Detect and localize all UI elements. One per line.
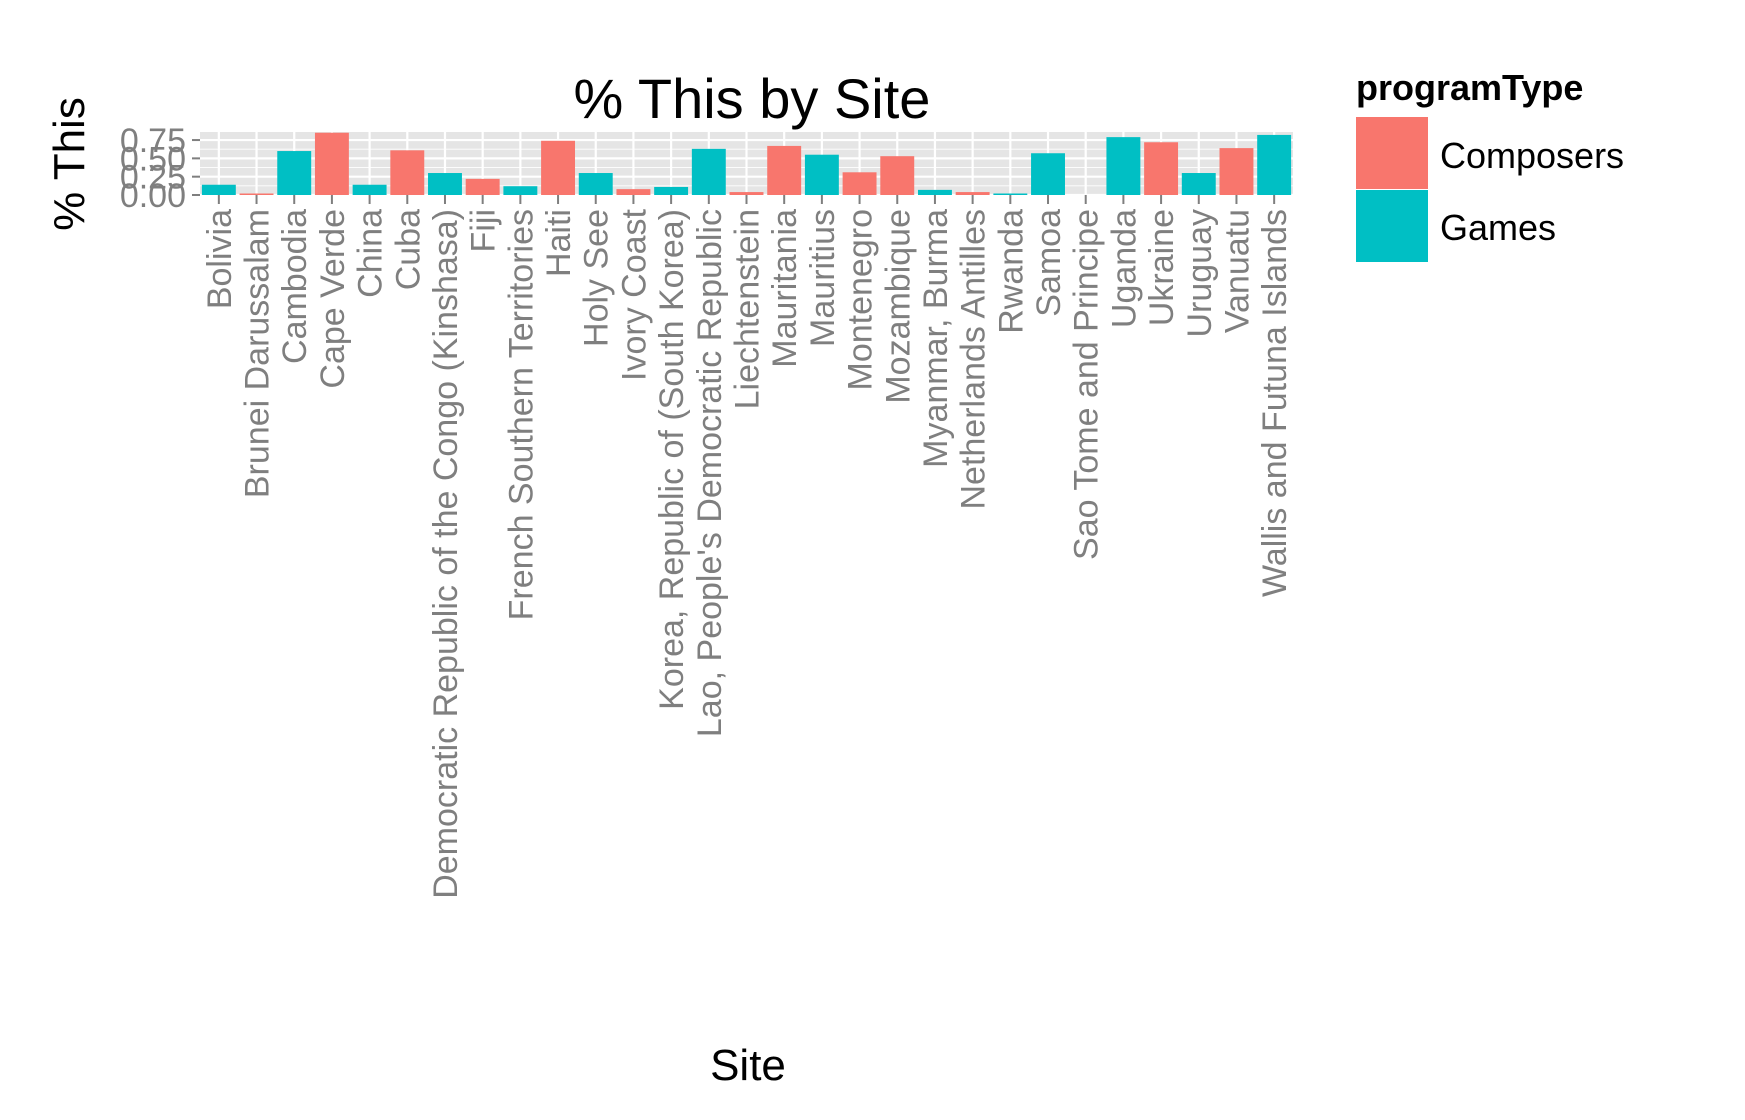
- bar-liechtenstein: [729, 192, 764, 195]
- legend-key-composers: [1356, 117, 1428, 189]
- bars: [201, 132, 1292, 195]
- x-tick-label: Montenegro: [842, 209, 880, 390]
- x-tick-label: China: [352, 209, 390, 298]
- y-tick-label: 0.25: [120, 159, 186, 197]
- bar-wallis-and-futuna-islands: [1257, 134, 1292, 195]
- bar-democratic-republic-of-the-congo-kinshasa: [428, 173, 462, 195]
- x-tick-label: French Southern Territories: [502, 209, 540, 620]
- bar-mauritania: [767, 145, 802, 195]
- bar-cambodia: [277, 151, 312, 195]
- bar-samoa: [1031, 153, 1065, 195]
- legend-label-games: Games: [1440, 207, 1556, 248]
- bar-rwanda: [993, 193, 1028, 195]
- legend-key-games: [1356, 190, 1428, 262]
- bar-montenegro: [842, 172, 877, 195]
- bar-lao-people-s-democratic-republic: [691, 148, 726, 195]
- x-tick-label: Cambodia: [276, 209, 314, 364]
- bar-fiji: [465, 178, 500, 195]
- legend-title: programType: [1356, 67, 1583, 108]
- bar-mozambique: [880, 156, 915, 195]
- y-tick-label: 0.00: [120, 177, 186, 215]
- bar-bolivia: [201, 184, 236, 195]
- y-tick-label: 0.75: [120, 122, 186, 160]
- x-tick-label: Uruguay: [1181, 209, 1219, 338]
- x-tick-label: Sao Tome and Principe: [1068, 209, 1106, 560]
- x-tick-label: Fiji: [465, 209, 503, 252]
- bar-haiti: [541, 140, 576, 195]
- x-tick-label: Korea, Republic of (South Korea): [653, 209, 691, 710]
- x-axis: Bolivia Brunei Darussalam Cambodia Cape Ver…: [201, 195, 1294, 899]
- bar-ivory-coast: [616, 189, 651, 195]
- bar-vanuatu: [1219, 148, 1254, 195]
- legend: programType Composers Games: [1356, 67, 1624, 262]
- bar-mauritius: [804, 154, 839, 195]
- x-axis-title: Site: [710, 1041, 786, 1090]
- x-tick-label: Cuba: [389, 209, 427, 290]
- x-tick-label: Mauritania: [766, 209, 804, 368]
- bar-ukraine: [1144, 142, 1179, 195]
- x-tick-label: Democratic Republic of the Congo (Kinsha…: [427, 209, 465, 899]
- bar-holy-see: [578, 173, 613, 195]
- bar-china: [352, 184, 387, 195]
- x-tick-label: Bolivia: [201, 209, 239, 309]
- bar-myanmar-burma: [917, 189, 952, 195]
- x-tick-label: Holy See: [578, 209, 616, 347]
- x-tick-label: Samoa: [1030, 209, 1068, 317]
- x-tick-label: Netherlands Antilles: [955, 209, 993, 510]
- x-tick-label: Ivory Coast: [615, 208, 653, 380]
- y-axis: 0.000.250.500.75: [120, 122, 200, 215]
- bar-uruguay: [1181, 173, 1216, 195]
- x-tick-label: Liechtenstein: [729, 209, 767, 409]
- x-tick-label: Lao, People's Democratic Republic: [691, 209, 729, 737]
- bar-korea-republic-of-south-korea: [654, 186, 689, 195]
- x-tick-label: Vanuatu: [1218, 209, 1256, 333]
- bar-netherlands-antilles: [955, 192, 990, 195]
- x-tick-label: Uganda: [1105, 209, 1143, 328]
- x-tick-label: Myanmar, Burma: [917, 209, 955, 468]
- x-tick-label: Rwanda: [992, 209, 1030, 334]
- x-tick-label: Cape Verde: [314, 209, 352, 389]
- x-tick-label: Brunei Darussalam: [239, 209, 277, 498]
- bar-cuba: [390, 150, 425, 195]
- x-tick-label: Mozambique: [879, 209, 917, 404]
- x-tick-label: Mauritius: [804, 209, 842, 347]
- bar-uganda: [1106, 137, 1141, 195]
- chart-title: % This by Site: [574, 67, 931, 130]
- bar-cape-verde: [314, 132, 349, 195]
- x-tick-label: Haiti: [540, 209, 578, 277]
- y-tick-label: 0.50: [120, 140, 186, 178]
- x-tick-label: Ukraine: [1143, 209, 1181, 326]
- x-tick-label: Wallis and Futuna Islands: [1256, 209, 1294, 597]
- legend-label-composers: Composers: [1440, 135, 1624, 176]
- bar-french-southern-territories: [503, 186, 538, 195]
- y-axis-title: % This: [45, 97, 94, 231]
- bar-brunei-darussalam: [239, 193, 274, 195]
